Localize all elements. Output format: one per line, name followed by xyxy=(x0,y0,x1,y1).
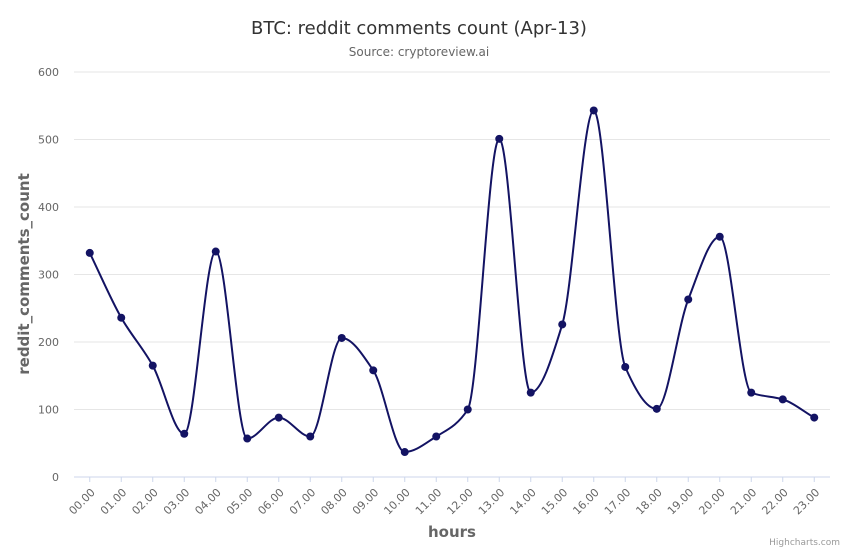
x-tick-label: 05.00 xyxy=(224,486,255,517)
data-point[interactable] xyxy=(306,432,315,441)
x-tick-label: 10.00 xyxy=(381,486,412,517)
x-tick-label: 11.00 xyxy=(413,486,444,517)
x-tick-label: 04.00 xyxy=(192,486,223,517)
x-tick-label: 02.00 xyxy=(129,486,160,517)
credits-link[interactable]: Highcharts.com xyxy=(769,538,840,548)
x-tick-label: 12.00 xyxy=(444,486,475,517)
data-point[interactable] xyxy=(778,395,787,404)
data-point[interactable] xyxy=(85,248,94,257)
data-point[interactable] xyxy=(621,362,630,371)
x-tick-label: 09.00 xyxy=(350,486,381,517)
y-tick-label: 0 xyxy=(52,471,59,484)
x-tick-label: 03.00 xyxy=(161,486,192,517)
x-tick-label: 17.00 xyxy=(602,486,633,517)
series-line xyxy=(88,109,815,454)
y-tick-label: 400 xyxy=(38,201,59,214)
x-tick-label: 21.00 xyxy=(728,486,759,517)
data-point[interactable] xyxy=(463,405,472,414)
y-axis-title: reddit_comments_count xyxy=(15,173,33,375)
data-point[interactable] xyxy=(243,434,252,443)
x-tick-label: 06.00 xyxy=(255,486,286,517)
x-tick-label: 16.00 xyxy=(570,486,601,517)
data-point[interactable] xyxy=(589,106,598,115)
data-point[interactable] xyxy=(715,232,724,241)
x-tick-label: 01.00 xyxy=(98,486,129,517)
data-point[interactable] xyxy=(337,333,346,342)
data-point[interactable] xyxy=(810,413,819,422)
y-tick-label: 500 xyxy=(38,134,59,147)
data-point[interactable] xyxy=(148,361,157,370)
x-tick-label: 19.00 xyxy=(665,486,696,517)
data-point[interactable] xyxy=(558,320,567,329)
x-tick-label: 07.00 xyxy=(287,486,318,517)
x-tick-label: 13.00 xyxy=(476,486,507,517)
x-tick-label: 00.00 xyxy=(66,486,97,517)
data-point[interactable] xyxy=(652,404,661,413)
data-point[interactable] xyxy=(495,134,504,143)
x-tick-label: 22.00 xyxy=(759,486,790,517)
x-tick-label: 23.00 xyxy=(791,486,822,517)
chart-subtitle: Source: cryptoreview.ai xyxy=(349,45,489,59)
data-point[interactable] xyxy=(117,313,126,322)
data-point[interactable] xyxy=(274,413,283,422)
data-point[interactable] xyxy=(432,432,441,441)
chart-title: BTC: reddit comments count (Apr-13) xyxy=(251,18,587,39)
data-point[interactable] xyxy=(747,388,756,397)
data-point[interactable] xyxy=(400,448,409,457)
y-tick-label: 600 xyxy=(38,66,59,79)
data-points xyxy=(85,106,819,457)
data-point[interactable] xyxy=(369,366,378,375)
x-tick-label: 08.00 xyxy=(318,486,349,517)
data-point[interactable] xyxy=(211,247,220,256)
x-axis-title: hours xyxy=(428,523,476,541)
y-tick-label: 200 xyxy=(38,336,59,349)
data-point[interactable] xyxy=(180,429,189,438)
data-point[interactable] xyxy=(684,295,693,304)
x-tick-label: 18.00 xyxy=(633,486,664,517)
grid-lines xyxy=(74,71,830,410)
y-axis-tick-labels: 0 100 200 300 400 500 600 xyxy=(38,66,59,484)
x-tick-label: 14.00 xyxy=(507,486,538,517)
y-tick-label: 100 xyxy=(38,404,59,417)
x-axis-tick-labels: 00.00 01.00 02.00 03.00 04.00 05.00 06.00 07.00… xyxy=(66,477,822,517)
x-tick-label: 15.00 xyxy=(539,486,570,517)
x-tick-label: 20.00 xyxy=(696,486,727,517)
y-tick-label: 300 xyxy=(38,269,59,282)
data-point[interactable] xyxy=(526,388,535,397)
